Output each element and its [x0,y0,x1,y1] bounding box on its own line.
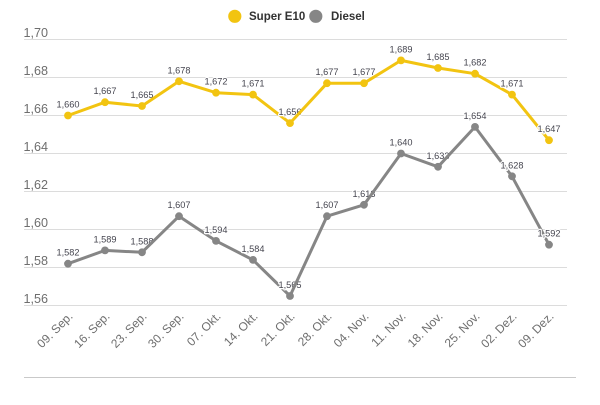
svg-text:1,582: 1,582 [57,248,80,258]
svg-text:1,607: 1,607 [316,200,339,210]
svg-text:1,592: 1,592 [538,229,561,239]
svg-text:1,689: 1,689 [390,44,413,54]
svg-text:1,647: 1,647 [538,124,561,134]
svg-text:1,628: 1,628 [501,160,524,170]
svg-text:1,671: 1,671 [242,79,265,89]
svg-text:1,640: 1,640 [390,138,413,148]
svg-text:Diesel: Diesel [331,11,365,23]
svg-text:Super E10: Super E10 [249,11,305,23]
svg-text:1,672: 1,672 [205,77,228,87]
svg-text:1,584: 1,584 [242,244,265,254]
svg-text:1,58: 1,58 [24,254,49,268]
svg-text:1,60: 1,60 [24,216,49,230]
svg-text:1,682: 1,682 [464,58,487,68]
svg-text:1,66: 1,66 [24,102,49,116]
svg-text:1,607: 1,607 [168,200,191,210]
svg-text:1,70: 1,70 [24,26,49,40]
svg-text:1,56: 1,56 [24,292,49,306]
svg-text:1,589: 1,589 [94,234,117,244]
svg-text:1,678: 1,678 [168,65,191,75]
svg-text:1,654: 1,654 [464,111,487,121]
svg-text:1,665: 1,665 [131,90,154,100]
svg-text:1,68: 1,68 [24,64,49,78]
svg-text:1,677: 1,677 [316,67,339,77]
svg-text:1,594: 1,594 [205,225,228,235]
svg-text:1,62: 1,62 [24,178,49,192]
svg-text:1,677: 1,677 [353,67,376,77]
svg-text:1,667: 1,667 [94,86,117,96]
svg-text:1,685: 1,685 [427,52,450,62]
svg-text:1,660: 1,660 [57,100,80,110]
svg-text:1,671: 1,671 [501,79,524,89]
svg-text:1,64: 1,64 [24,140,49,154]
